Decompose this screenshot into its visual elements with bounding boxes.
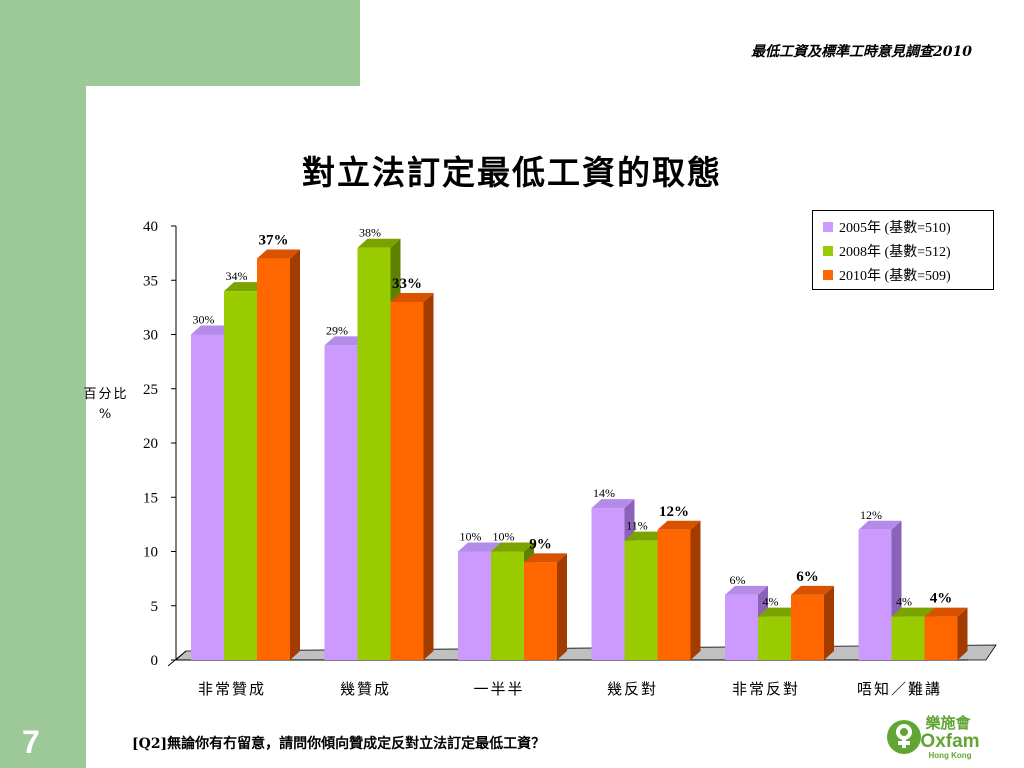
bar <box>924 616 958 660</box>
bar <box>390 301 424 660</box>
oxfam-logo: 樂施會 Oxfam Hong Kong <box>886 712 996 762</box>
x-category-label: 非常贊成 <box>198 680 266 698</box>
bar <box>891 616 925 660</box>
slide-number: 7 <box>22 724 40 760</box>
legend-item-2008: 2008年 (基數=512) <box>823 239 993 263</box>
bar-top <box>657 520 701 530</box>
legend-item-2005: 2005年 (基數=510) <box>823 215 993 239</box>
bar-top <box>791 585 834 595</box>
bar-top <box>758 607 801 617</box>
data-label: 10% <box>493 530 515 544</box>
bar <box>725 594 758 660</box>
survey-header-title: 最低工資及標準工時意見調查2010 <box>751 44 972 60</box>
y-tick-label: 10 <box>143 545 158 561</box>
y-axis-label: 百分比 <box>83 387 128 402</box>
data-label: 11% <box>626 519 648 533</box>
data-label: 33% <box>392 276 422 292</box>
legend-swatch-2010 <box>823 270 833 280</box>
bar-side <box>957 607 968 660</box>
chart-legend: 2005年 (基數=510) 2008年 (基數=512) 2010年 (基數=… <box>812 210 994 290</box>
x-category-label: 幾反對 <box>607 680 658 698</box>
data-label: 14% <box>593 486 615 500</box>
bar-top <box>591 499 635 509</box>
bar-top <box>524 553 567 563</box>
data-label: 4% <box>930 591 953 607</box>
bar <box>624 540 658 660</box>
chart-title: 對立法訂定最低工資的取態 <box>302 153 722 192</box>
y-tick-label: 5 <box>151 599 159 615</box>
bar-top <box>357 238 401 248</box>
bar <box>591 508 625 660</box>
bar <box>458 551 491 660</box>
legend-item-2010: 2010年 (基數=509) <box>823 263 993 287</box>
bar <box>657 529 691 660</box>
x-category-label: 一半半 <box>473 680 524 698</box>
data-label: 10% <box>460 530 482 544</box>
y-tick-label: 0 <box>151 653 159 669</box>
y-tick-label: 25 <box>143 382 158 398</box>
bar-top <box>858 520 902 530</box>
bar <box>257 258 290 660</box>
data-label: 29% <box>326 323 348 337</box>
bar <box>491 551 524 660</box>
bar <box>791 594 824 660</box>
legend-label-2010: 2010年 (基數=509) <box>839 269 951 284</box>
bar-side <box>423 292 434 660</box>
bar-top <box>891 607 935 617</box>
data-label: 12% <box>860 508 882 522</box>
y-axis-label: % <box>99 407 113 422</box>
y-tick-label: 40 <box>143 219 158 235</box>
data-label: 9% <box>529 536 552 552</box>
bar-top <box>324 336 368 346</box>
bar-side <box>690 520 701 660</box>
x-category-label: 幾贊成 <box>340 680 391 698</box>
y-tick-label: 30 <box>143 328 158 344</box>
data-label: 38% <box>359 226 381 240</box>
data-label: 4% <box>896 595 912 609</box>
data-label: 4% <box>763 595 779 609</box>
bar-top <box>725 585 768 595</box>
x-category-label: 唔知／難講 <box>857 680 942 698</box>
legend-label-2005: 2005年 (基數=510) <box>839 221 951 236</box>
bar <box>191 334 224 660</box>
bar-top <box>224 282 267 292</box>
bar <box>524 562 557 660</box>
legend-swatch-2005 <box>823 222 833 232</box>
data-label: 37% <box>259 233 289 249</box>
svg-text:Hong Kong: Hong Kong <box>928 751 971 760</box>
bar <box>357 247 391 660</box>
question-footnote: [Q2]無論你有冇留意，請問你傾向贊成定反對立法訂定最低工資？ <box>132 736 546 752</box>
axis-corner-line <box>167 650 187 667</box>
bar-top <box>257 249 300 259</box>
data-label: 6% <box>796 569 819 585</box>
legend-swatch-2008 <box>823 246 833 256</box>
y-tick-label: 35 <box>143 273 158 289</box>
bar-top <box>390 292 434 302</box>
bar <box>758 616 791 660</box>
data-label: 34% <box>226 269 248 283</box>
y-tick-label: 20 <box>143 436 158 452</box>
decor-green-sidebar <box>0 0 86 768</box>
bar-top <box>491 542 534 552</box>
x-category-label: 非常反對 <box>732 680 800 698</box>
svg-text:樂施會: 樂施會 <box>925 714 971 732</box>
bar-top <box>458 542 501 552</box>
legend-label-2008: 2008年 (基數=512) <box>839 245 951 260</box>
data-label: 6% <box>730 573 746 587</box>
data-label: 30% <box>193 313 215 327</box>
bar-side <box>824 585 834 660</box>
bar <box>224 291 257 660</box>
bar <box>858 529 892 660</box>
bar-side <box>290 249 300 661</box>
bar-top <box>191 325 234 335</box>
bar <box>324 345 358 660</box>
bar-side <box>557 553 567 660</box>
bar-top <box>624 531 668 541</box>
svg-text:Oxfam: Oxfam <box>920 731 979 752</box>
bar-top <box>924 607 968 617</box>
y-tick-label: 15 <box>143 490 158 506</box>
data-label: 12% <box>659 504 689 520</box>
